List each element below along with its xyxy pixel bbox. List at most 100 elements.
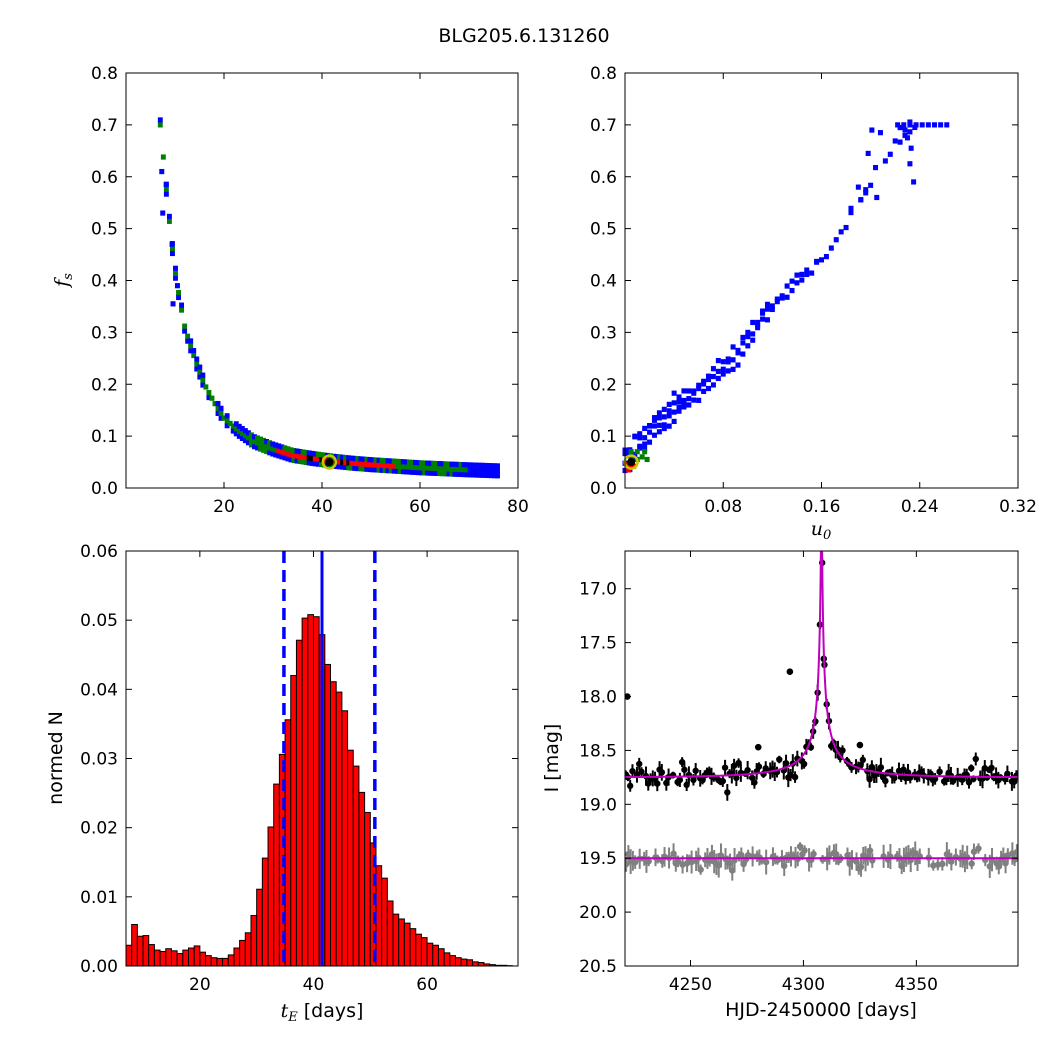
- fs-u0-ytick-label: 0.1: [590, 427, 617, 447]
- fs-u0-density-cell: [681, 404, 687, 410]
- light-curve-ytick-label: 18.5: [579, 741, 617, 761]
- fs-u0-density-cell: [725, 368, 731, 374]
- fs-te-density-cell: [236, 428, 242, 434]
- fs-te-density-cell: [470, 462, 476, 468]
- fs-te-density-cell: [455, 466, 461, 472]
- fs-u0-density-cell: [701, 378, 707, 384]
- fs-te-density-cell: [461, 471, 467, 478]
- fs-te-density-cell: [224, 413, 230, 419]
- fs-u0-density-cell: [651, 423, 657, 429]
- fs-u0-density-cell: [686, 402, 692, 408]
- fs-te-density-cell: [300, 454, 306, 460]
- fs-te-density-cell: [185, 333, 191, 339]
- fs-te-density-cell: [488, 472, 494, 479]
- fs-te-density-cell: [488, 463, 494, 469]
- fs-te-density-cell: [315, 456, 321, 462]
- fs-u0-density-cell: [642, 441, 648, 447]
- fs-te-ytick-label: 0.2: [91, 375, 118, 395]
- fs-u0-density-cell: [631, 463, 637, 469]
- fs-te-density-cell: [443, 461, 449, 467]
- histogram-bar: [324, 663, 332, 967]
- fs-u0-density-cell: [863, 187, 869, 193]
- fs-te-density-cell: [358, 466, 364, 472]
- fs-u0-density-cell: [656, 422, 662, 428]
- data-point: [1004, 770, 1011, 777]
- fs-u0-density-cell: [676, 408, 682, 414]
- fs-te-density-cell: [343, 464, 349, 471]
- fs-u0-ytick-label: 0.0: [590, 479, 617, 499]
- histogram-bar: [443, 952, 451, 967]
- fs-te-density-cell: [236, 433, 242, 439]
- fs-te-density-cell: [416, 465, 421, 471]
- fs-te-density-cell: [173, 265, 178, 271]
- fs-u0-density-cell: [907, 161, 913, 167]
- histogram-bar: [466, 959, 474, 967]
- fs-te-ytick-label: 0.1: [91, 427, 118, 447]
- fs-u0-xtick-label: 0.24: [901, 497, 939, 517]
- fs-te-density-cell: [416, 460, 421, 466]
- fs-u0-density-cell: [897, 124, 903, 131]
- data-point: [636, 760, 643, 768]
- fs-te-density-cell: [239, 430, 245, 437]
- te-histogram-xtick-label: 60: [416, 975, 438, 995]
- fs-te-density-cell: [245, 435, 251, 441]
- fs-u0-density-cell: [938, 122, 944, 128]
- data-point: [754, 743, 762, 751]
- histogram-bar: [210, 957, 218, 967]
- fs-te-density-cell: [176, 289, 181, 296]
- data-point: [877, 764, 885, 771]
- fs-u0-density-cell: [642, 446, 648, 452]
- fs-u0-density-cell: [671, 390, 677, 396]
- fs-te-density-cell: [403, 469, 409, 475]
- fs-te-density-cell: [242, 437, 248, 444]
- light-curve-ytick-label: 19.0: [579, 795, 617, 815]
- fs-te-density-cell: [264, 443, 270, 450]
- histogram-bar: [437, 948, 445, 967]
- fs-te-density-cell: [318, 457, 324, 463]
- fs-u0-density-cell: [764, 301, 770, 307]
- fs-te-ytick-label: 0.6: [91, 168, 118, 188]
- fs-te-density-cell: [200, 382, 206, 388]
- fs-u0-density-cell: [779, 293, 785, 299]
- data-point: [859, 756, 867, 764]
- fs-te-density-cell: [270, 451, 276, 457]
- data-point: [658, 769, 666, 776]
- fs-te-density-cell: [349, 465, 355, 471]
- fs-te-density-cell: [391, 468, 397, 474]
- fs-te-density-cell: [318, 461, 324, 468]
- histogram-bar: [136, 935, 144, 967]
- data-point: [949, 777, 957, 785]
- fs-u0-density-cell: [764, 306, 770, 312]
- fs-u0-density-cell: [925, 122, 931, 128]
- fs-te-density-cell: [291, 448, 297, 454]
- fs-te-density-cell: [279, 454, 285, 460]
- fs-te-density-cell: [230, 428, 236, 434]
- fs-te-density-cell: [385, 458, 391, 464]
- histogram-bar: [205, 955, 212, 967]
- fs-te-density-cell: [166, 213, 172, 220]
- fs-te-density-cell: [370, 467, 376, 473]
- fs-u0-ytick-label: 0.7: [590, 116, 617, 136]
- fs-te-density-cell: [428, 470, 434, 476]
- residual-point: [645, 858, 652, 865]
- fs-u0-ytick-label: 0.2: [590, 375, 617, 395]
- fs-u0-density-cell: [858, 197, 864, 203]
- histogram-bar: [290, 675, 297, 967]
- fs-te-density-cell: [288, 447, 294, 453]
- residual-point: [781, 862, 788, 870]
- fs-te-density-cell: [382, 467, 388, 474]
- histogram-bar: [295, 639, 303, 967]
- fs-te-density-cell: [197, 364, 203, 370]
- fs-u0-density-cell: [877, 130, 883, 136]
- fs-te-density-cell: [437, 461, 443, 467]
- fs-u0-density-cell: [676, 398, 682, 405]
- fs-u0-axes: 0.08 0.16 0.24 0.32 0.0 0.1 0.2 0.3 0.4 0.5 0.6 0.7…: [590, 64, 1037, 517]
- te-histogram-ytick-label: 0.03: [80, 750, 118, 770]
- fs-te-density-cell: [315, 451, 321, 457]
- fs-u0-density-cell: [666, 413, 672, 419]
- histogram-bar: [165, 948, 172, 967]
- fs-te-ytick-label: 0.3: [91, 323, 118, 343]
- fs-u0-density-cell: [632, 434, 638, 440]
- fs-te-density-cell: [431, 470, 437, 476]
- fs-u0-density-cell: [887, 151, 893, 157]
